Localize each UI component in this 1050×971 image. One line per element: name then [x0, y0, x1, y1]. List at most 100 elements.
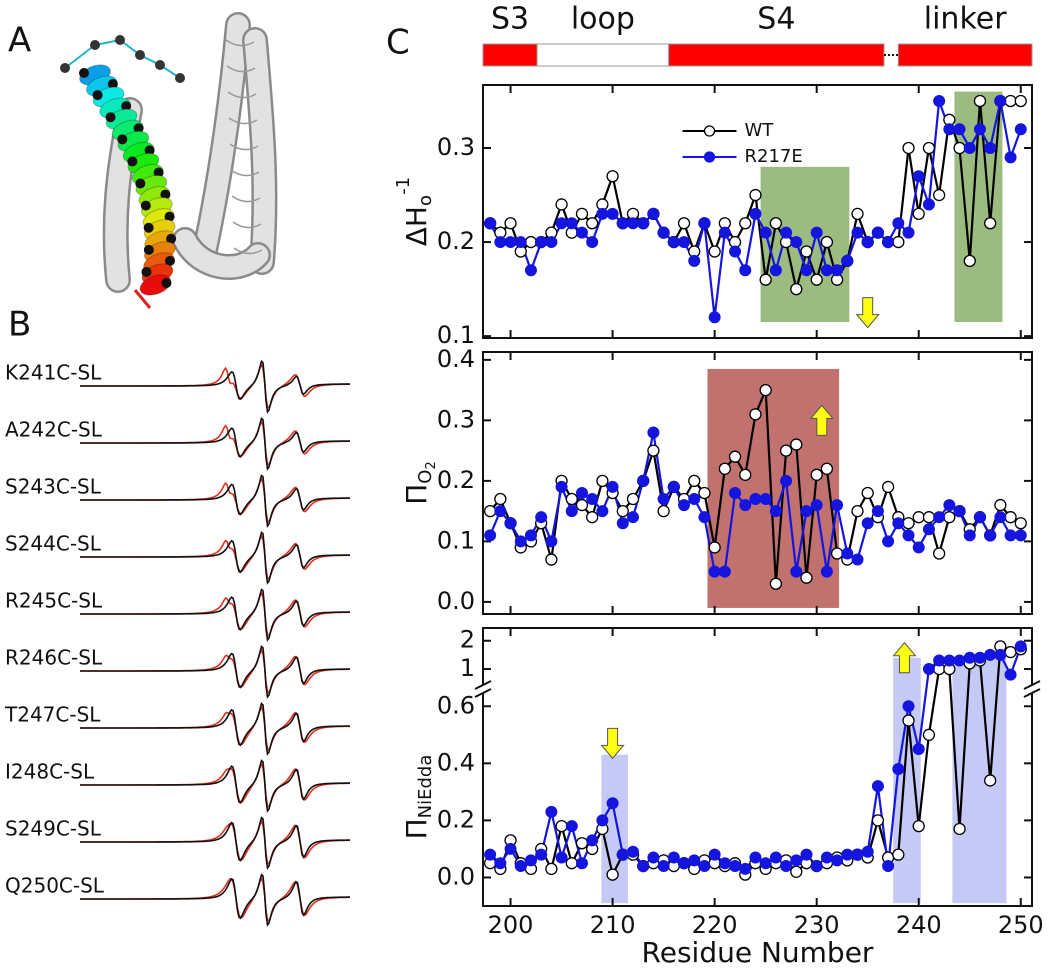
data-point — [565, 505, 578, 518]
highlight-region — [760, 166, 850, 323]
topology-label: loop — [571, 2, 635, 37]
data-point — [504, 842, 517, 855]
data-point — [769, 264, 782, 277]
helix-turn — [229, 143, 259, 151]
data-point — [1014, 94, 1027, 108]
data-point — [800, 848, 813, 861]
data-point — [749, 207, 762, 220]
data-point — [861, 845, 874, 858]
data-point — [718, 226, 731, 239]
data-point — [1004, 668, 1017, 681]
data-point — [953, 654, 966, 667]
topology-segment — [482, 43, 538, 67]
data-point — [678, 857, 691, 870]
data-point — [555, 480, 568, 493]
data-point — [831, 264, 844, 277]
data-point — [790, 282, 803, 296]
atom — [164, 255, 175, 266]
data-point — [739, 468, 752, 481]
axis-break — [1023, 680, 1041, 690]
data-point — [984, 529, 997, 542]
helix-body — [174, 229, 269, 278]
helix-turn — [226, 65, 256, 73]
data-point — [963, 142, 976, 155]
data-point — [586, 511, 599, 524]
data-point — [728, 450, 742, 463]
data-point — [514, 236, 527, 249]
atom — [135, 50, 145, 60]
data-point — [555, 217, 568, 230]
data-point — [739, 862, 752, 875]
y-tick-label: 0.2 — [437, 227, 475, 255]
data-point — [1004, 511, 1017, 524]
spectrum-label: R246C-SL — [5, 646, 103, 670]
data-point — [841, 547, 854, 560]
data-point — [657, 226, 670, 239]
data-point — [535, 511, 548, 524]
data-point — [902, 714, 915, 727]
legend-label: R217E — [745, 146, 803, 167]
spectrum — [80, 359, 350, 414]
spectrum — [80, 759, 350, 813]
helix-body — [194, 14, 249, 261]
data-point — [749, 493, 762, 506]
data-point — [892, 763, 905, 776]
helix-turn — [228, 117, 258, 125]
structure-illustration — [60, 12, 278, 309]
y-tick-label: 0.0 — [437, 862, 475, 890]
axis-break — [1023, 688, 1041, 698]
data-point — [749, 188, 762, 202]
legend-label: WT — [745, 120, 775, 141]
data-point — [759, 383, 772, 397]
data-point — [524, 529, 537, 542]
spectrum — [80, 588, 350, 642]
spectrum-label: R245C-SL — [5, 589, 103, 613]
data-point — [810, 468, 823, 481]
data-point — [698, 860, 711, 873]
data-point — [912, 743, 925, 756]
data-point — [790, 236, 803, 249]
data-point — [790, 865, 803, 878]
data-point — [922, 663, 935, 676]
data-point — [882, 860, 895, 873]
data-point — [555, 819, 568, 833]
data-point — [606, 797, 619, 810]
atom — [161, 278, 172, 288]
atom — [155, 60, 165, 70]
data-point — [790, 565, 803, 578]
data-point — [800, 264, 813, 277]
data-point — [953, 141, 966, 155]
data-point — [677, 217, 691, 230]
atom — [105, 112, 116, 123]
data-point — [1004, 94, 1017, 108]
series-line — [489, 644, 1022, 878]
arrow-annotation — [855, 297, 880, 329]
data-point — [973, 651, 986, 664]
data-point — [626, 492, 640, 506]
helix-turn — [232, 221, 262, 229]
topology-bar: S3 loop S4 linker — [482, 2, 1033, 67]
data-point — [524, 854, 537, 867]
data-point — [545, 236, 558, 249]
data-point — [749, 851, 762, 864]
data-point — [871, 814, 885, 827]
helix-turn — [230, 169, 260, 177]
spectrum-label: T247C-SL — [4, 703, 101, 727]
atom — [166, 233, 177, 244]
data-point — [871, 226, 884, 239]
x-tick-label: 220 — [692, 911, 738, 939]
series-line — [489, 646, 1022, 871]
x-tick-label: 240 — [896, 911, 942, 939]
helix-turn — [233, 247, 263, 255]
arrow-annotation — [892, 641, 917, 674]
data-point — [892, 217, 905, 230]
data-point — [973, 511, 986, 524]
y-axis-title: ΠO2 — [400, 461, 439, 505]
y-axis-title-part: Π — [400, 818, 433, 839]
data-point — [1004, 151, 1017, 164]
data-point — [535, 848, 548, 861]
data-point — [892, 235, 905, 249]
y-tick-label: 0.3 — [437, 405, 475, 433]
data-point — [514, 535, 527, 548]
y-axis-title: ΔHo-1 — [393, 177, 436, 247]
